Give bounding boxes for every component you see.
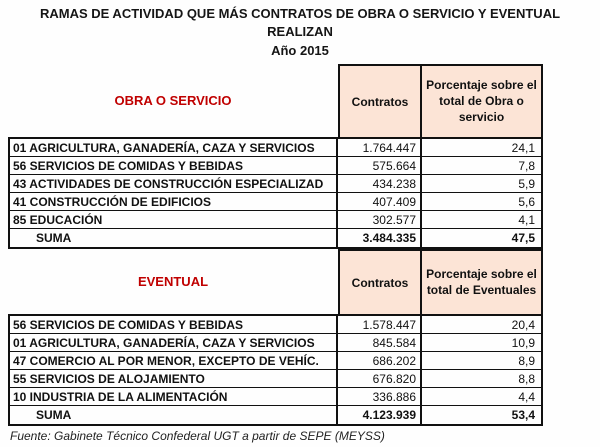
table-row: 47 COMERCIO AL POR MENOR, EXCEPTO DE VEH… bbox=[10, 352, 541, 371]
activity-cell: 10 INDUSTRIA DE LA ALIMENTACIÓN bbox=[10, 388, 338, 406]
table-row: 01 AGRICULTURA, GANADERÍA, CAZA Y SERVIC… bbox=[10, 334, 541, 353]
activity-cell: 01 AGRICULTURA, GANADERÍA, CAZA Y SERVIC… bbox=[10, 139, 338, 157]
table-row: 56 SERVICIOS DE COMIDAS Y BEBIDAS 1.578.… bbox=[10, 316, 541, 335]
contratos-cell: 434.238 bbox=[338, 175, 422, 193]
pct-cell: 5,6 bbox=[518, 194, 535, 209]
pct-cell: 4,1 bbox=[518, 212, 535, 227]
activity-cell: 55 SERVICIOS DE ALOJAMIENTO bbox=[10, 370, 338, 388]
source-note: Fuente: Gabinete Técnico Confederal UGT … bbox=[10, 429, 385, 444]
table-row: 85 EDUCACIÓN 302.577 4,1 bbox=[10, 211, 541, 230]
contratos-cell: 845.584 bbox=[338, 334, 422, 352]
table-row: 41 CONSTRUCCIÓN DE EDIFICIOS 407.409 5,6 bbox=[10, 193, 541, 212]
activity-cell: 85 EDUCACIÓN bbox=[10, 211, 338, 229]
suma-pct-cell: 53,4 bbox=[511, 408, 535, 423]
suma-contratos-cell: 3.484.335 bbox=[338, 229, 422, 248]
section-label-eventual: EVENTUAL bbox=[137, 274, 209, 290]
pct-cell: 8,9 bbox=[518, 353, 535, 368]
contratos-cell: 1.578.447 bbox=[338, 316, 422, 334]
table-row: 43 ACTIVIDADES DE CONSTRUCCIÓN ESPECIALI… bbox=[10, 175, 541, 194]
pct-cell: 24,1 bbox=[511, 140, 535, 155]
activity-cell: 43 ACTIVIDADES DE CONSTRUCCIÓN ESPECIALI… bbox=[10, 175, 338, 193]
table-row: 01 AGRICULTURA, GANADERÍA, CAZA Y SERVIC… bbox=[10, 139, 541, 158]
suma-label-cell: SUMA bbox=[10, 229, 338, 248]
contracts-table: OBRA O SERVICIO Contratos Porcentaje sob… bbox=[8, 64, 543, 427]
suma-label-cell: SUMA bbox=[10, 406, 338, 425]
section-label-obra-o-servicio: OBRA O SERVICIO bbox=[114, 93, 232, 109]
pct-cell: 10,9 bbox=[511, 335, 535, 350]
activity-cell: 56 SERVICIOS DE COMIDAS Y BEBIDAS bbox=[10, 316, 338, 334]
contratos-cell: 686.202 bbox=[338, 352, 422, 370]
section-header-eventual: EVENTUAL Contratos Porcentaje sobre el t… bbox=[8, 249, 543, 315]
suma-row-eventual: SUMA 4.123.939 53,4 bbox=[10, 406, 541, 425]
pct-cell: 8,8 bbox=[518, 371, 535, 386]
title-year: Año 2015 bbox=[271, 42, 329, 58]
column-header-contratos: Contratos bbox=[338, 64, 422, 138]
title-line-1: RAMAS DE ACTIVIDAD QUE MÁS CONTRATOS DE … bbox=[39, 6, 561, 21]
contratos-cell: 336.886 bbox=[338, 388, 422, 406]
suma-pct-cell: 47,5 bbox=[511, 231, 535, 246]
contratos-cell: 575.664 bbox=[338, 157, 422, 175]
activity-cell: 47 COMERCIO AL POR MENOR, EXCEPTO DE VEH… bbox=[10, 352, 338, 370]
column-header-porcentaje-obra: Porcentaje sobre el total de Obra o serv… bbox=[422, 64, 543, 138]
data-block-eventual: 56 SERVICIOS DE COMIDAS Y BEBIDAS 1.578.… bbox=[8, 314, 543, 427]
pct-cell: 20,4 bbox=[511, 317, 535, 332]
figure-title: RAMAS DE ACTIVIDAD QUE MÁS CONTRATOS DE … bbox=[0, 0, 600, 60]
pct-cell: 5,9 bbox=[518, 176, 535, 191]
data-block-obra-o-servicio: 01 AGRICULTURA, GANADERÍA, CAZA Y SERVIC… bbox=[8, 137, 543, 250]
activity-cell: 56 SERVICIOS DE COMIDAS Y BEBIDAS bbox=[10, 157, 338, 175]
suma-row-obra: SUMA 3.484.335 47,5 bbox=[10, 229, 541, 248]
table-row: 55 SERVICIOS DE ALOJAMIENTO 676.820 8,8 bbox=[10, 370, 541, 389]
column-header-porcentaje-eventual: Porcentaje sobre el total de Eventuales bbox=[422, 249, 543, 315]
activity-cell: 01 AGRICULTURA, GANADERÍA, CAZA Y SERVIC… bbox=[10, 334, 338, 352]
contratos-cell: 407.409 bbox=[338, 193, 422, 211]
pct-cell: 7,8 bbox=[518, 158, 535, 173]
contratos-cell: 302.577 bbox=[338, 211, 422, 229]
activity-cell: 41 CONSTRUCCIÓN DE EDIFICIOS bbox=[10, 193, 338, 211]
section-header-obra-o-servicio: OBRA O SERVICIO Contratos Porcentaje sob… bbox=[8, 64, 543, 138]
table-row: 56 SERVICIOS DE COMIDAS Y BEBIDAS 575.66… bbox=[10, 157, 541, 176]
table-row: 10 INDUSTRIA DE LA ALIMENTACIÓN 336.886 … bbox=[10, 388, 541, 407]
suma-contratos-cell: 4.123.939 bbox=[338, 406, 422, 425]
pct-cell: 4,4 bbox=[518, 389, 535, 404]
contratos-cell: 1.764.447 bbox=[338, 139, 422, 157]
contratos-cell: 676.820 bbox=[338, 370, 422, 388]
title-line-2: REALIZAN bbox=[267, 24, 333, 40]
column-header-contratos: Contratos bbox=[338, 249, 422, 315]
